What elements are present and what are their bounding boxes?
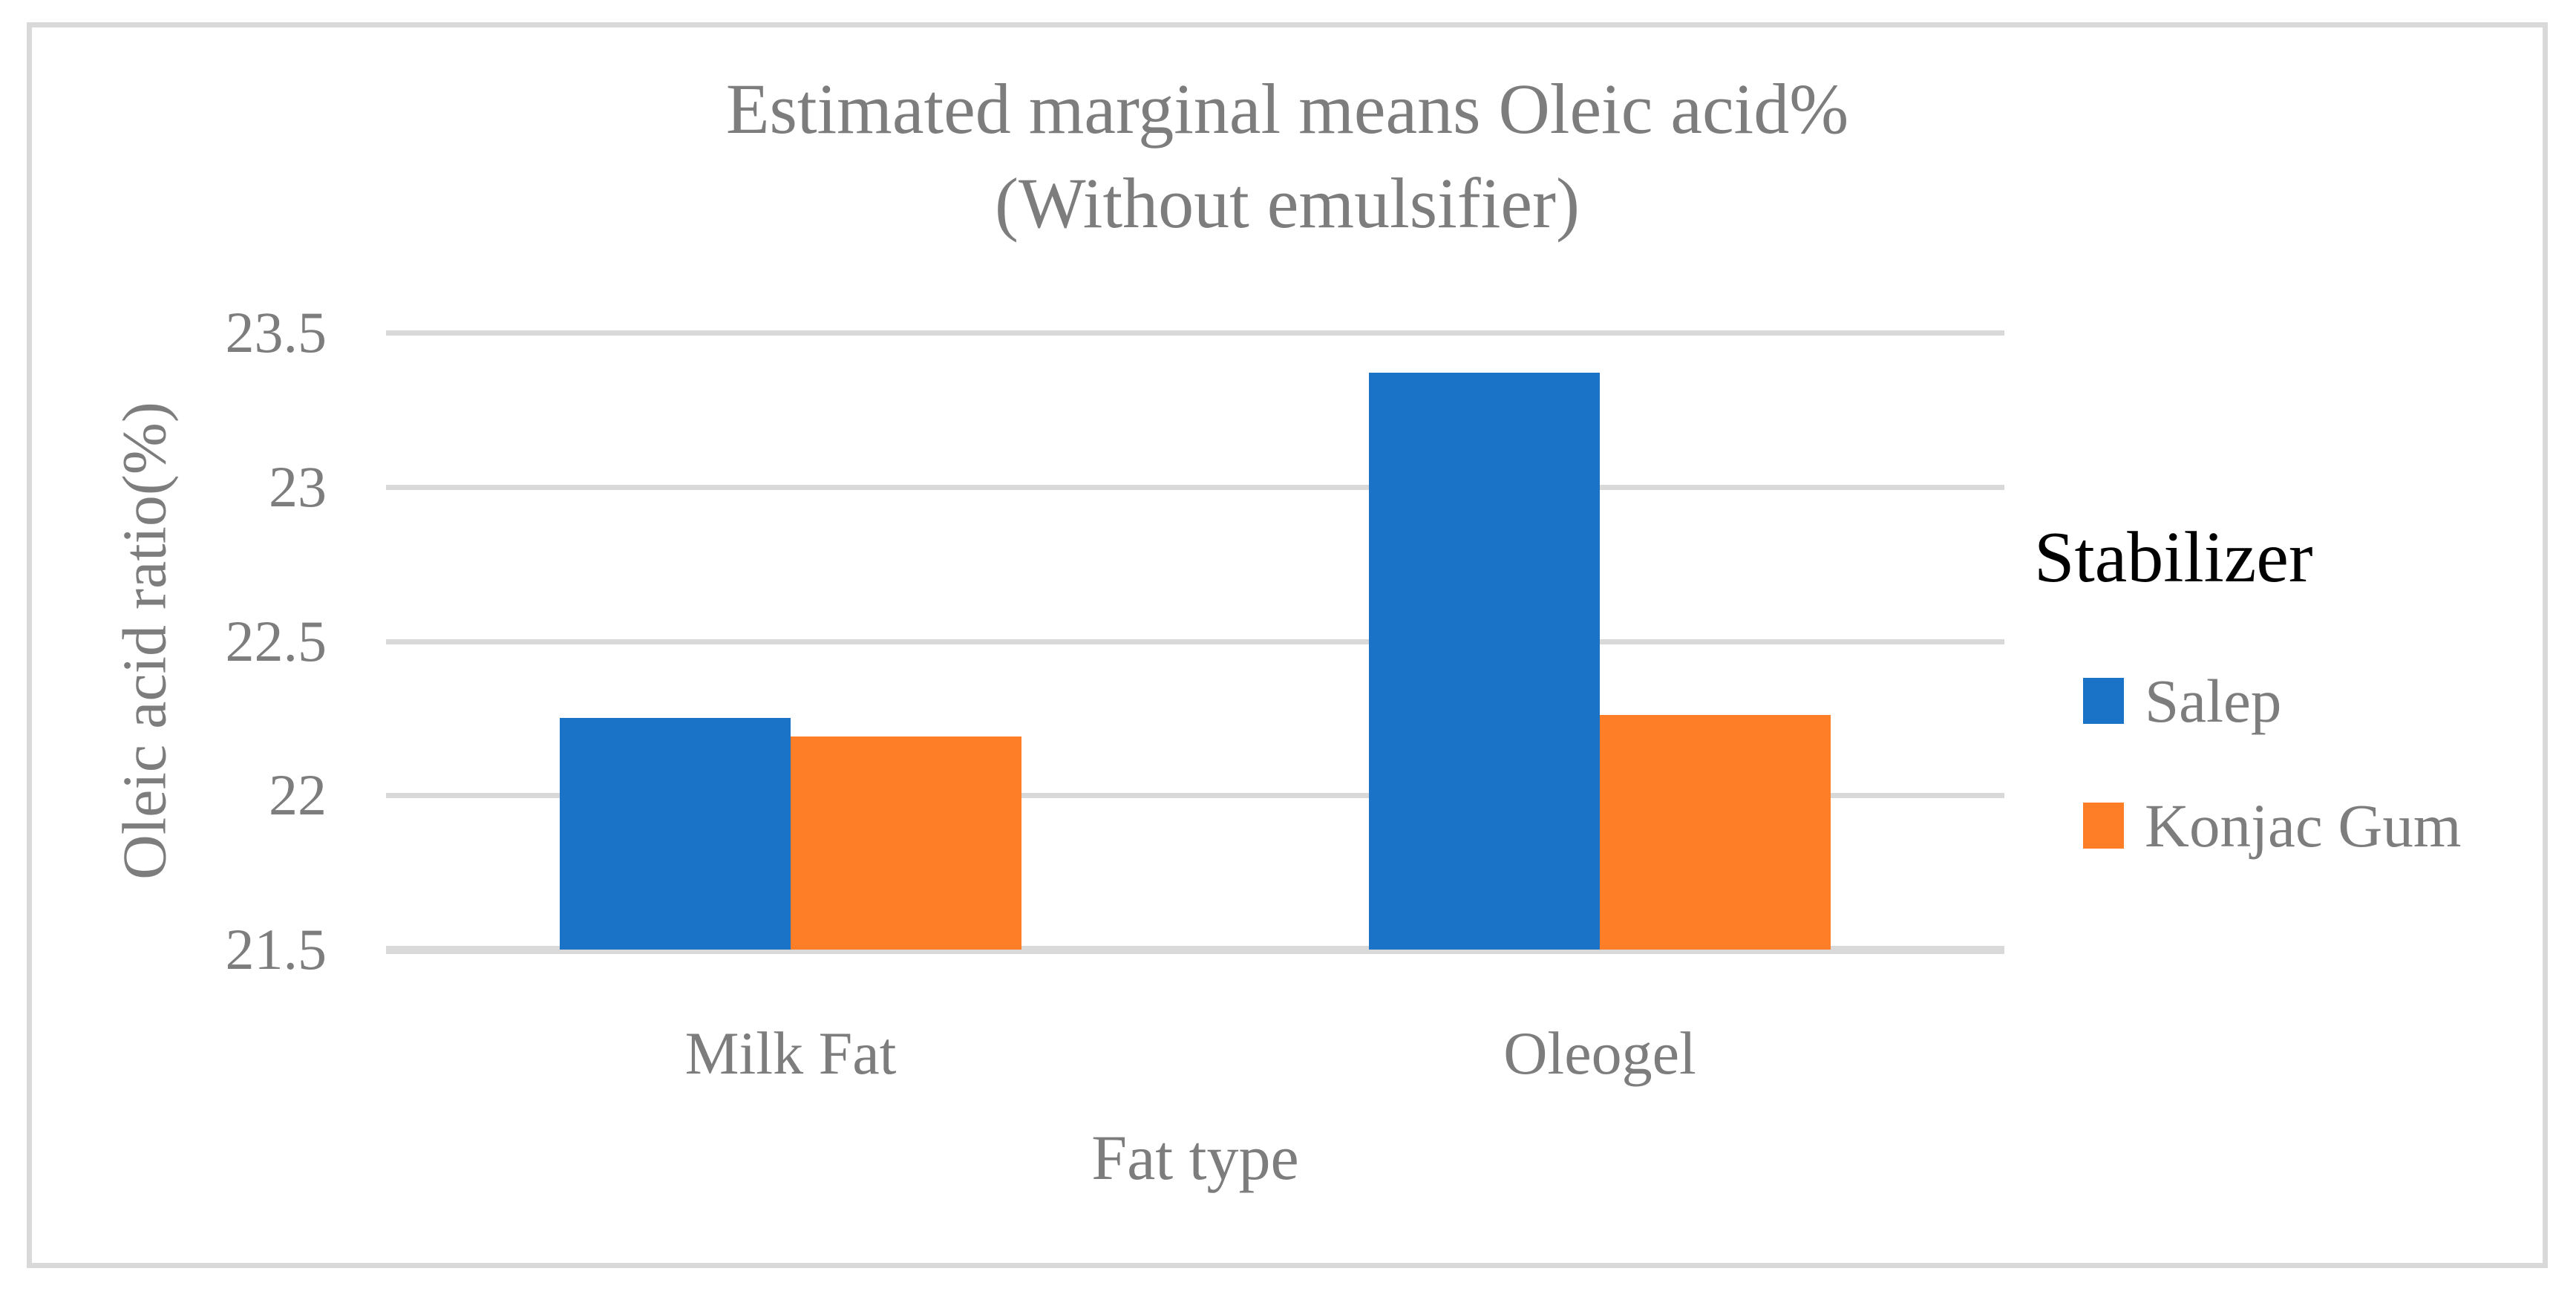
chart-title: Estimated marginal means Oleic acid% (Wi… <box>27 62 2548 250</box>
y-tick-label-21.5: 21.5 <box>225 917 327 981</box>
legend-item-salep: Salep <box>2083 667 2281 735</box>
category-label-oleogel: Oleogel <box>1503 1019 1696 1087</box>
bar-milk-fat-salep <box>560 718 791 950</box>
legend-label-konjac-gum: Konjac Gum <box>2145 791 2462 860</box>
gridline-23.5 <box>386 330 2004 336</box>
legend-label-salep: Salep <box>2145 666 2282 735</box>
gridline-21.5 <box>386 946 2004 954</box>
bar-oleogel-salep <box>1369 373 1600 950</box>
gridline-23 <box>386 484 2004 490</box>
figure-frame <box>27 22 2548 1268</box>
y-tick-label-23: 23 <box>269 454 327 519</box>
bar-oleogel-konjac-gum <box>1600 715 1831 950</box>
bar-milk-fat-konjac-gum <box>791 736 1021 950</box>
plot-area <box>386 330 2004 954</box>
x-axis-title: Fat type <box>1091 1122 1299 1193</box>
legend-swatch-salep-icon <box>2083 678 2124 724</box>
chart-title-line2: (Without emulsifier) <box>995 163 1580 243</box>
y-tick-label-22.5: 22.5 <box>225 608 327 673</box>
chart-title-line1: Estimated marginal means Oleic acid% <box>725 69 1849 148</box>
y-tick-label-22: 22 <box>269 762 327 828</box>
gridline-22 <box>386 793 2004 799</box>
legend-swatch-konjac-gum-icon <box>2083 803 2124 849</box>
legend-item-konjac-gum: Konjac Gum <box>2083 791 2461 860</box>
legend-title: Stabilizer <box>2034 517 2313 598</box>
y-tick-label-23.5: 23.5 <box>225 300 327 365</box>
category-label-milk-fat: Milk Fat <box>684 1019 897 1087</box>
gridline-22.5 <box>386 638 2004 644</box>
